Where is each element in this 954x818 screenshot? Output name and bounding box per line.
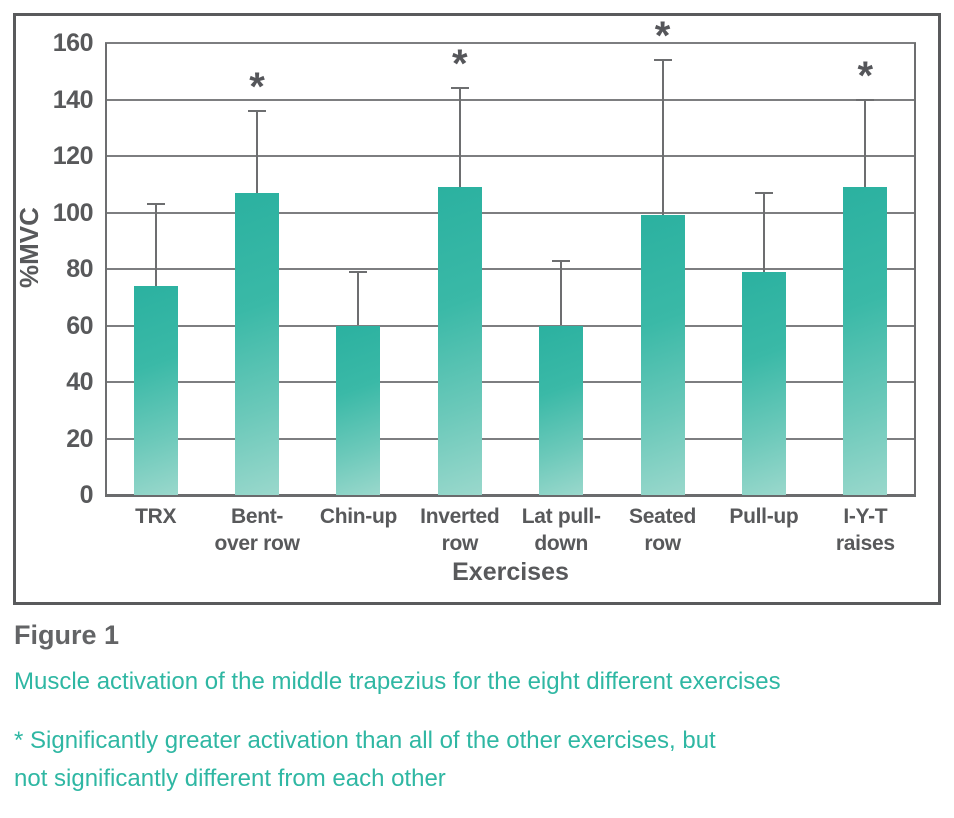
x-tick-label-line: over row — [214, 532, 300, 555]
bar-lat-pull-down — [539, 325, 584, 495]
bar-i-y-t-raises — [843, 187, 888, 495]
error-cap — [146, 203, 165, 206]
y-tick-label: 60 — [66, 311, 93, 340]
x-tick-label: Pull-up — [705, 503, 822, 530]
bar-bent-over-row — [235, 192, 280, 495]
y-axis-title: %MVC — [0, 207, 59, 288]
gridline — [105, 155, 916, 157]
x-tick-label-line: I-Y-T — [843, 505, 888, 528]
x-tick-label-line: row — [644, 532, 681, 555]
gridline — [105, 268, 916, 270]
figure-caption: Muscle activation of the middle trapeziu… — [14, 668, 781, 695]
significance-star: * — [249, 64, 265, 109]
error-cap — [653, 58, 672, 61]
gridline — [105, 98, 916, 101]
x-tick-label-line: Inverted — [420, 505, 500, 528]
plot-right-border — [914, 43, 916, 495]
error-whisker — [864, 99, 867, 188]
footnote-line: not significantly different from each ot… — [14, 765, 446, 792]
y-tick-label: 160 — [52, 29, 94, 57]
error-whisker — [357, 271, 360, 326]
x-tick-label: Bent-over row — [198, 503, 315, 557]
bar-pull-up — [741, 271, 786, 495]
y-tick-label: 20 — [66, 424, 93, 453]
y-tick-label: 80 — [66, 255, 93, 283]
y-tick-label: 40 — [66, 368, 93, 396]
gridline — [105, 42, 916, 44]
bar-inverted-row — [437, 187, 482, 495]
error-cap — [754, 191, 773, 194]
error-whisker — [661, 59, 664, 216]
error-cap — [856, 98, 875, 101]
gridline — [105, 437, 916, 440]
y-axis-line — [105, 43, 107, 495]
x-tick-label: Seated row — [604, 503, 721, 557]
x-tick-label-line: row — [441, 532, 479, 555]
y-tick-label: 120 — [52, 142, 94, 170]
footnote-line: * Significantly greater activation than … — [14, 727, 716, 754]
x-tick-label-line: raises — [835, 532, 895, 555]
bar-seated-row — [640, 215, 685, 495]
y-tick-label: 0 — [79, 481, 94, 509]
x-tick-label-line: Seated — [629, 505, 697, 528]
error-whisker — [458, 88, 461, 188]
x-tick-label-line: TRX — [135, 505, 177, 528]
x-tick-label: Lat pull-down — [503, 503, 620, 557]
bar-trx — [133, 285, 178, 495]
gridline — [105, 381, 916, 383]
error-cap — [450, 87, 469, 90]
gridline — [105, 324, 916, 327]
error-cap — [349, 270, 368, 273]
error-whisker — [256, 110, 259, 193]
x-tick-label: I-Y-T raises — [807, 503, 924, 557]
x-tick-label: TRX — [97, 503, 214, 530]
error-cap — [552, 259, 571, 262]
plot-area: Exercises 0 20 40 60 80 100 120 140 160 TRX * Bent-… — [53, 16, 916, 586]
x-axis-line — [105, 494, 916, 497]
figure-footnote: * Significantly greater activation than … — [14, 722, 944, 798]
significance-star: * — [857, 53, 874, 98]
figure-label: Figure 1 — [14, 620, 120, 650]
x-tick-label: Chin-up — [300, 503, 417, 530]
x-tick-label-line: down — [534, 532, 588, 555]
x-tick-label-line: Lat pull- — [521, 505, 601, 528]
gridline — [105, 211, 916, 214]
significance-star: * — [452, 42, 468, 87]
y-tick-label: 100 — [52, 198, 94, 227]
y-tick-label: 140 — [52, 85, 94, 114]
x-tick-label-line: Bent- — [230, 505, 284, 528]
error-cap — [248, 109, 267, 112]
error-whisker — [560, 260, 563, 326]
error-whisker — [762, 192, 765, 272]
x-axis-title: Exercises — [452, 558, 569, 586]
x-tick-label-line: Pull-up — [729, 505, 799, 528]
bar-chin-up — [336, 325, 381, 495]
significance-star: * — [654, 13, 671, 58]
error-whisker — [154, 204, 157, 286]
x-tick-label: Inverted row — [401, 503, 518, 557]
x-tick-label-line: Chin-up — [319, 505, 398, 528]
